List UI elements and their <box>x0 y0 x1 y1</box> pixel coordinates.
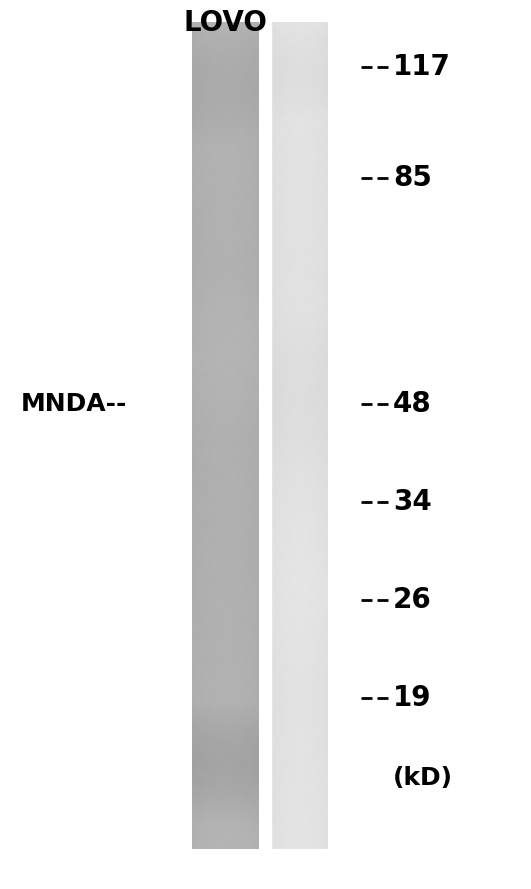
Text: 26: 26 <box>393 586 432 614</box>
Text: 48: 48 <box>393 390 432 419</box>
Text: (kD): (kD) <box>393 766 453 789</box>
Text: 85: 85 <box>393 164 432 192</box>
Text: MNDA--: MNDA-- <box>21 393 127 416</box>
Text: 34: 34 <box>393 488 432 517</box>
Text: LOVO: LOVO <box>184 9 268 36</box>
Text: 19: 19 <box>393 684 432 712</box>
Text: 117: 117 <box>393 52 451 81</box>
